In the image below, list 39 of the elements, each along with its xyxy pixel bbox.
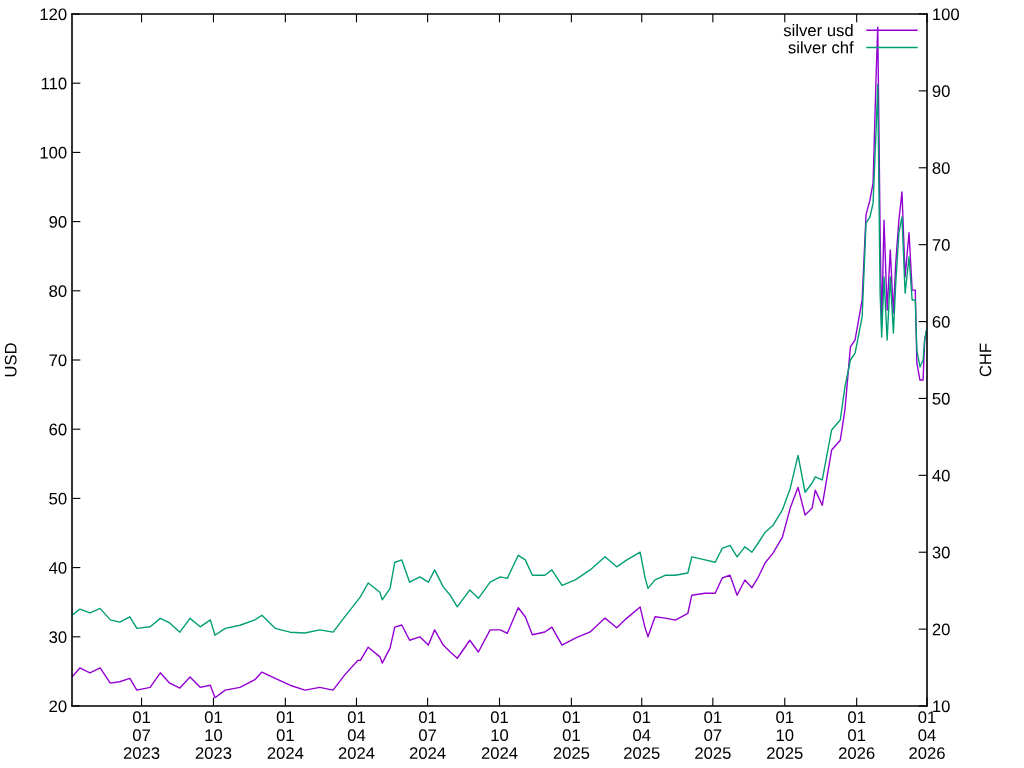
y2-tick-label: 20: [932, 623, 950, 636]
x-tick-label: 01 07 2025: [695, 711, 731, 760]
y-tick-label: 60: [49, 423, 67, 436]
y2-tick-label: 90: [932, 85, 950, 98]
y-tick-label: 90: [49, 216, 67, 228]
x-tick-label: 01 10 2023: [195, 711, 232, 760]
y-tick-label: 80: [49, 285, 67, 297]
x-tick-label: 01 07 2024: [409, 711, 446, 760]
y-tick-label: 30: [49, 631, 67, 643]
y-tick-label: 20: [49, 700, 67, 713]
y2-tick-label: 50: [932, 392, 950, 405]
x-tick-label: 01 10 2025: [767, 711, 803, 760]
x-tick-label: 01 01 2025: [553, 711, 590, 760]
x-tick-label: 01 04 2024: [338, 711, 375, 760]
y2-tick-label: 40: [932, 469, 950, 482]
y2-tick-label: 30: [932, 546, 950, 559]
x-tick-label: 01 10 2024: [481, 711, 518, 760]
y-tick-label: 110: [41, 77, 67, 90]
y-axis-title: USD: [4, 343, 17, 377]
x-tick-label: 01 01 2026: [838, 711, 875, 760]
y2-tick-label: 70: [932, 239, 950, 251]
y-tick-label: 70: [49, 354, 67, 367]
y-tick-label: 40: [48, 562, 67, 574]
y2-axis-title: CHF: [979, 343, 992, 377]
y2-tick-label: 100: [933, 8, 960, 21]
y-tick-label: 50: [49, 492, 67, 505]
x-tick-label: 01 04 2026: [909, 711, 945, 760]
x-tick-label: 01 01 2024: [267, 711, 304, 760]
legend-label: silver usd: [783, 24, 853, 37]
y-tick-label: 120: [40, 8, 67, 21]
legend-label: silver chf: [788, 41, 854, 54]
y-tick-label: 100: [40, 146, 67, 159]
y2-tick-label: 80: [932, 162, 950, 174]
x-tick-label: 01 07 2023: [123, 711, 160, 760]
line-series: [72, 84, 927, 636]
y2-tick-label: 60: [932, 315, 950, 328]
y2-tick-label: 10: [933, 700, 950, 713]
x-tick-label: 01 04 2025: [624, 711, 660, 760]
line-series: [72, 26, 927, 699]
